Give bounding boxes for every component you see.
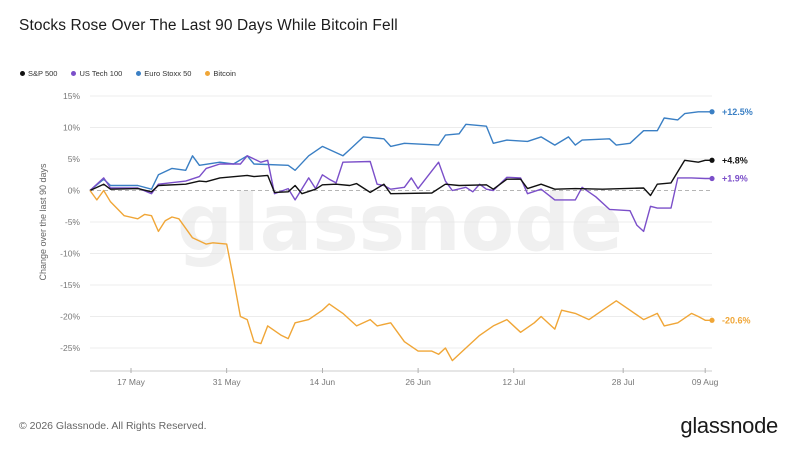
y-tick-label: -10% [60,249,80,259]
legend-marker-us-tech-100 [71,71,77,76]
y-tick-label: -25% [60,343,80,353]
end-label-bitcoin: -20.6% [722,315,751,325]
series-line-bitcoin [89,189,712,362]
x-tick-label: 09 Aug [692,377,719,387]
x-tick-label: 28 Jul [612,377,635,387]
x-tick-label: 14 Jun [310,377,336,387]
x-tick-label: 31 May [213,377,242,387]
end-point-bitcoin [709,317,715,323]
y-tick-label: 0% [68,186,81,196]
brand-logo: glassnode [680,413,778,438]
y-tick-label: 10% [63,123,80,133]
chart-title: Stocks Rose Over The Last 90 Days While … [19,17,398,34]
legend: S&P 500 US Tech 100 Euro Stoxx 50 Bitcoi… [20,69,236,78]
legend-item-us-tech-100[interactable]: US Tech 100 [71,69,122,78]
legend-label-bitcoin: Bitcoin [213,69,236,78]
series-line-sp500 [89,159,712,197]
copyright-text: © 2026 Glassnode. All Rights Reserved. [19,420,207,432]
legend-marker-euro-stoxx-50 [136,71,142,76]
y-tick-label: 5% [68,154,81,164]
y-tick-label: -20% [60,312,80,322]
y-tick-label: -15% [60,280,80,290]
legend-label-sp500: S&P 500 [28,69,58,78]
x-tick-label: 12 Jul [502,377,525,387]
end-label-eurostoxx: +12.5% [722,107,753,117]
series-line-ustech [89,155,712,233]
watermark: glassnode [177,179,623,269]
end-label-ustech: +1.9% [722,174,748,184]
y-tick-label: -5% [65,217,81,227]
legend-item-bitcoin[interactable]: Bitcoin [205,69,236,78]
end-label-sp500: +4.8% [722,155,748,165]
end-point-ustech [709,175,715,182]
series-line-eurostoxx [89,111,712,192]
legend-marker-sp500 [20,71,25,76]
legend-item-sp500[interactable]: S&P 500 [20,69,57,78]
end-point-eurostoxx [709,109,715,115]
y-tick-label: 15% [63,91,80,101]
legend-item-euro-stoxx-50[interactable]: Euro Stoxx 50 [136,69,191,78]
x-tick-label: 26 Jun [405,377,431,387]
y-axis-label: Change over the last 90 days [38,163,48,281]
legend-label-euro-stoxx-50: Euro Stoxx 50 [144,69,192,78]
end-point-sp500 [709,157,715,163]
legend-marker-bitcoin [205,71,211,76]
x-tick-label: 17 May [117,377,146,387]
legend-label-us-tech-100: US Tech 100 [79,69,123,78]
